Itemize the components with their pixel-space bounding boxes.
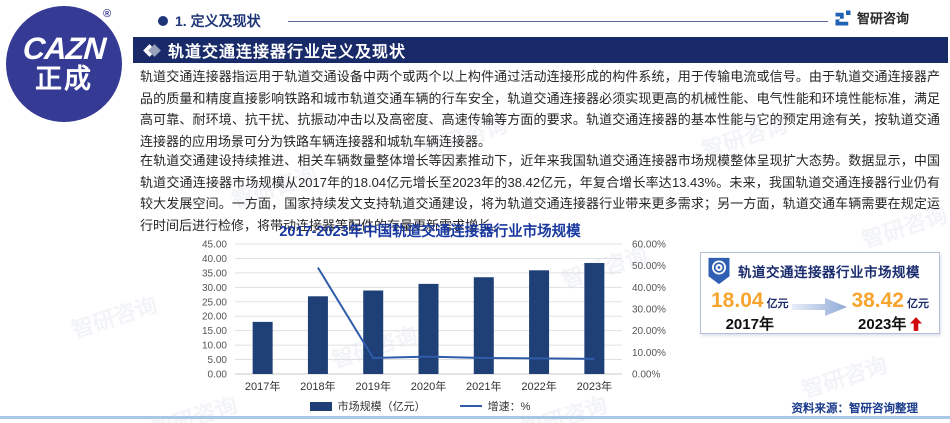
x-axis-label: 2022年 <box>521 379 556 393</box>
title-bar: 轨道交通连接器行业定义及现状 <box>133 37 948 63</box>
legend-bar-label: 市场规模（亿元） <box>337 401 426 413</box>
legend-line-swatch <box>459 405 482 407</box>
bar-2017年 <box>252 321 273 374</box>
x-axis-label: 2023年 <box>577 379 612 393</box>
x-axis-label: 2018年 <box>300 379 335 393</box>
callout-title: 轨道交通连接器行业市场规模 <box>738 265 920 280</box>
callout-shield-icon <box>708 257 730 285</box>
zhiyan-logo-icon <box>835 10 851 25</box>
callout-from-value: 18.04 <box>711 289 764 312</box>
legend-line-label: 增速：% <box>487 401 531 413</box>
right-axis-tick: 40.00% <box>632 283 666 294</box>
callout-from-year: 2017年 <box>725 316 774 333</box>
cazn-logo-sub: 正成 <box>35 64 93 94</box>
growth-arrow-icon <box>792 298 847 316</box>
zhiyan-brand: 智研咨询 <box>834 8 909 27</box>
left-axis-tick: 40.00 <box>202 254 227 265</box>
watermark-text: 智研咨询 <box>68 291 161 343</box>
left-axis-tick: 0.00 <box>208 370 228 381</box>
cazn-logo-brand: CAZN <box>21 31 107 66</box>
zhiyan-brand-name: 智研咨询 <box>857 11 910 26</box>
bar-2023年 <box>584 263 605 374</box>
callout-to-unit: 亿元 <box>907 298 929 310</box>
chart-title: 2017-2023年中国轨道交通连接器行业市场规模 <box>279 224 581 240</box>
left-axis-tick: 30.00 <box>202 283 227 294</box>
legend-item-line: 增速：% <box>459 398 531 414</box>
callout-from-unit: 亿元 <box>766 298 789 310</box>
callout-header: 轨道交通连接器行业市场规模 <box>701 253 939 287</box>
right-axis-tick: 10.00% <box>632 348 666 359</box>
right-axis-tick: 60.00% <box>632 240 666 251</box>
left-axis-tick: 45.00 <box>202 240 227 251</box>
callout-to-year: 2023年 <box>858 316 907 333</box>
bar-2019年 <box>363 290 384 374</box>
bar-2020年 <box>418 283 439 374</box>
paragraph-definition: 轨道交通连接器指运用于轨道交通设备中两个或两个以上构件通过活动连接形成的构件系统… <box>140 69 940 149</box>
bar-2022年 <box>529 270 550 374</box>
growth-rate-line <box>317 267 595 360</box>
left-axis-tick: 5.00 <box>208 355 228 366</box>
callout-box: 轨道交通连接器行业市场规模 18.04 亿元 2017年 <box>700 252 940 334</box>
left-axis-tick: 25.00 <box>202 297 227 308</box>
callout-from-stat: 18.04 亿元 2017年 <box>711 289 789 334</box>
up-arrow-icon <box>910 316 923 331</box>
x-axis-label: 2017年 <box>245 379 280 393</box>
left-axis-tick: 20.00 <box>202 312 227 323</box>
bar-2018年 <box>307 296 328 374</box>
cazn-logo: CAZN 正成 <box>6 6 122 122</box>
section-rule <box>288 21 828 22</box>
page-title: 轨道交通连接器行业定义及现状 <box>168 44 407 61</box>
registered-mark: ® <box>103 8 112 20</box>
callout-to-value: 38.42 <box>851 289 904 312</box>
left-axis-tick: 10.00 <box>202 341 227 352</box>
right-axis-tick: 30.00% <box>632 305 666 316</box>
bar-2021年 <box>473 277 494 374</box>
right-axis-tick: 20.00% <box>632 326 666 337</box>
watermark-text: 智研咨询 <box>798 351 891 403</box>
left-axis-tick: 35.00 <box>202 268 227 279</box>
title-diamond-icon <box>143 43 161 57</box>
x-axis-label: 2019年 <box>355 379 390 393</box>
legend-item-bar: 市场规模（亿元） <box>309 398 426 414</box>
legend-bar-swatch <box>309 401 332 411</box>
section-bullet-icon <box>158 16 168 26</box>
left-axis-tick: 15.00 <box>202 326 227 337</box>
x-axis-label: 2021年 <box>466 379 501 393</box>
right-axis-tick: 50.00% <box>632 261 666 272</box>
callout-to-stat: 38.42 亿元 2023年 <box>851 289 929 334</box>
market-size-chart: 45.00 40.00 35.00 30.00 25.00 20.00 15.00 10.00… <box>202 240 666 394</box>
source-note: 资料来源：智研咨询整理 <box>791 403 919 415</box>
chart-legend: 市场规模（亿元） 增速：% <box>150 398 690 414</box>
callout-stats: 18.04 亿元 2017年 38.42 亿元 20 <box>701 287 939 334</box>
section-label: 1. 定义及现状 <box>175 13 261 29</box>
bottom-divider <box>0 416 950 419</box>
right-axis-tick: 0.00% <box>632 370 660 381</box>
paragraph-market: 在轨道交通建设持续推进、相关车辆数量整体增长等因素推动下，近年来我国轨道交通连接… <box>140 153 940 233</box>
x-axis-label: 2020年 <box>411 379 446 393</box>
